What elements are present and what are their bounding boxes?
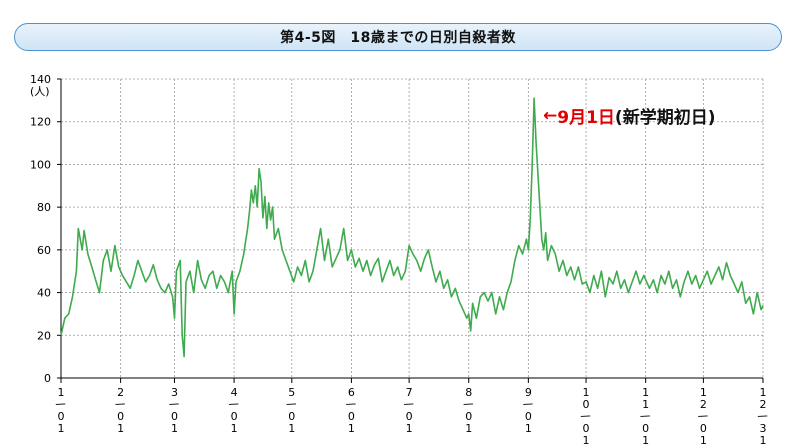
x-tick-label: 1 [583, 386, 590, 399]
y-tick-label: 0 [44, 372, 51, 385]
x-tick-label: 1 [465, 422, 472, 435]
x-tick-label: 3 [760, 422, 767, 435]
x-tick-label: / [167, 400, 181, 408]
x-tick-label: 8 [465, 386, 472, 399]
x-tick-label: / [113, 400, 127, 408]
x-tick-label: 7 [406, 386, 413, 399]
x-tick-label: 1 [642, 386, 649, 399]
x-tick-label: 3 [171, 386, 178, 399]
x-tick-label: 0 [583, 398, 590, 411]
series-layer [60, 97, 764, 358]
x-tick-label: / [344, 400, 358, 408]
series-line [60, 97, 764, 358]
y-tick-labels: 0 20 40 60 80 100 120 140(人) [30, 73, 51, 385]
y-axis-label: (人) [30, 85, 50, 98]
x-tick-label: 0 [117, 410, 124, 423]
y-tick-label: 20 [37, 329, 51, 342]
x-tick-label: 1 [760, 434, 767, 447]
x-tick-label: 1 [171, 422, 178, 435]
x-tick-label: 1 [406, 422, 413, 435]
x-tick-label: 1 [583, 434, 590, 447]
x-tick-label: / [521, 400, 535, 408]
chart-title-bar: 第4-5図 18歳までの日別自殺者数 [14, 23, 782, 51]
x-tick-label: 1 [700, 434, 707, 447]
y-tick-label: 80 [37, 201, 51, 214]
x-tick-label: 2 [117, 386, 124, 399]
y-tick-label: 120 [30, 116, 51, 129]
x-tick-label: 1 [348, 422, 355, 435]
y-tick-label: 60 [37, 244, 51, 257]
x-tick-label: 0 [700, 422, 707, 435]
x-tick-label: / [638, 412, 652, 420]
x-tick-label: 0 [171, 410, 178, 423]
grid-layer [61, 78, 764, 378]
x-tick-label: 1 [700, 386, 707, 399]
chart-title: 第4-5図 18歳までの日別自殺者数 [280, 30, 516, 46]
x-tick-label: 1 [58, 422, 65, 435]
x-tick-label: 0 [288, 410, 295, 423]
x-tick-label: 1 [117, 422, 124, 435]
x-tick-label: 4 [231, 386, 238, 399]
x-tick-label: 0 [583, 422, 590, 435]
left-arrow-icon: ← [543, 105, 558, 126]
annotation-note: (新学期初日) [614, 108, 716, 128]
x-tick-label: 1 [231, 422, 238, 435]
x-tick-label: / [227, 400, 241, 408]
annotation-date: 9月1日 [557, 108, 615, 128]
axis-layer [57, 78, 764, 383]
x-tick-label: 1 [288, 422, 295, 435]
x-tick-label: 0 [348, 410, 355, 423]
peak-annotation: ← 9月1日 (新学期初日) [543, 103, 716, 129]
x-tick-label: 0 [525, 410, 532, 423]
x-tick-label: 0 [406, 410, 413, 423]
x-tick-labels: 1/012/013/014/015/016/017/018/019/0110/0… [54, 386, 770, 447]
x-tick-label: 6 [348, 386, 355, 399]
y-tick-label: 40 [37, 287, 51, 300]
x-tick-label: 1 [642, 398, 649, 411]
x-tick-label: 1 [642, 434, 649, 447]
x-tick-label: 1 [760, 386, 767, 399]
x-tick-label: / [402, 400, 416, 408]
x-tick-label: 0 [231, 410, 238, 423]
x-tick-label: 0 [58, 410, 65, 423]
y-axis-label: 140 [30, 73, 51, 86]
x-tick-label: / [696, 412, 710, 420]
x-tick-label: / [756, 412, 770, 420]
y-tick-label: 100 [30, 158, 51, 171]
x-tick-label: / [54, 400, 68, 408]
x-tick-label: 2 [700, 398, 707, 411]
x-tick-label: 2 [760, 398, 767, 411]
x-tick-label: / [462, 400, 476, 408]
x-tick-label: / [579, 412, 593, 420]
x-tick-label: / [285, 400, 299, 408]
x-tick-label: 1 [58, 386, 65, 399]
x-tick-label: 5 [288, 386, 295, 399]
x-tick-label: 0 [642, 422, 649, 435]
x-tick-label: 0 [465, 410, 472, 423]
x-tick-label: 1 [525, 422, 532, 435]
x-tick-label: 9 [525, 386, 532, 399]
